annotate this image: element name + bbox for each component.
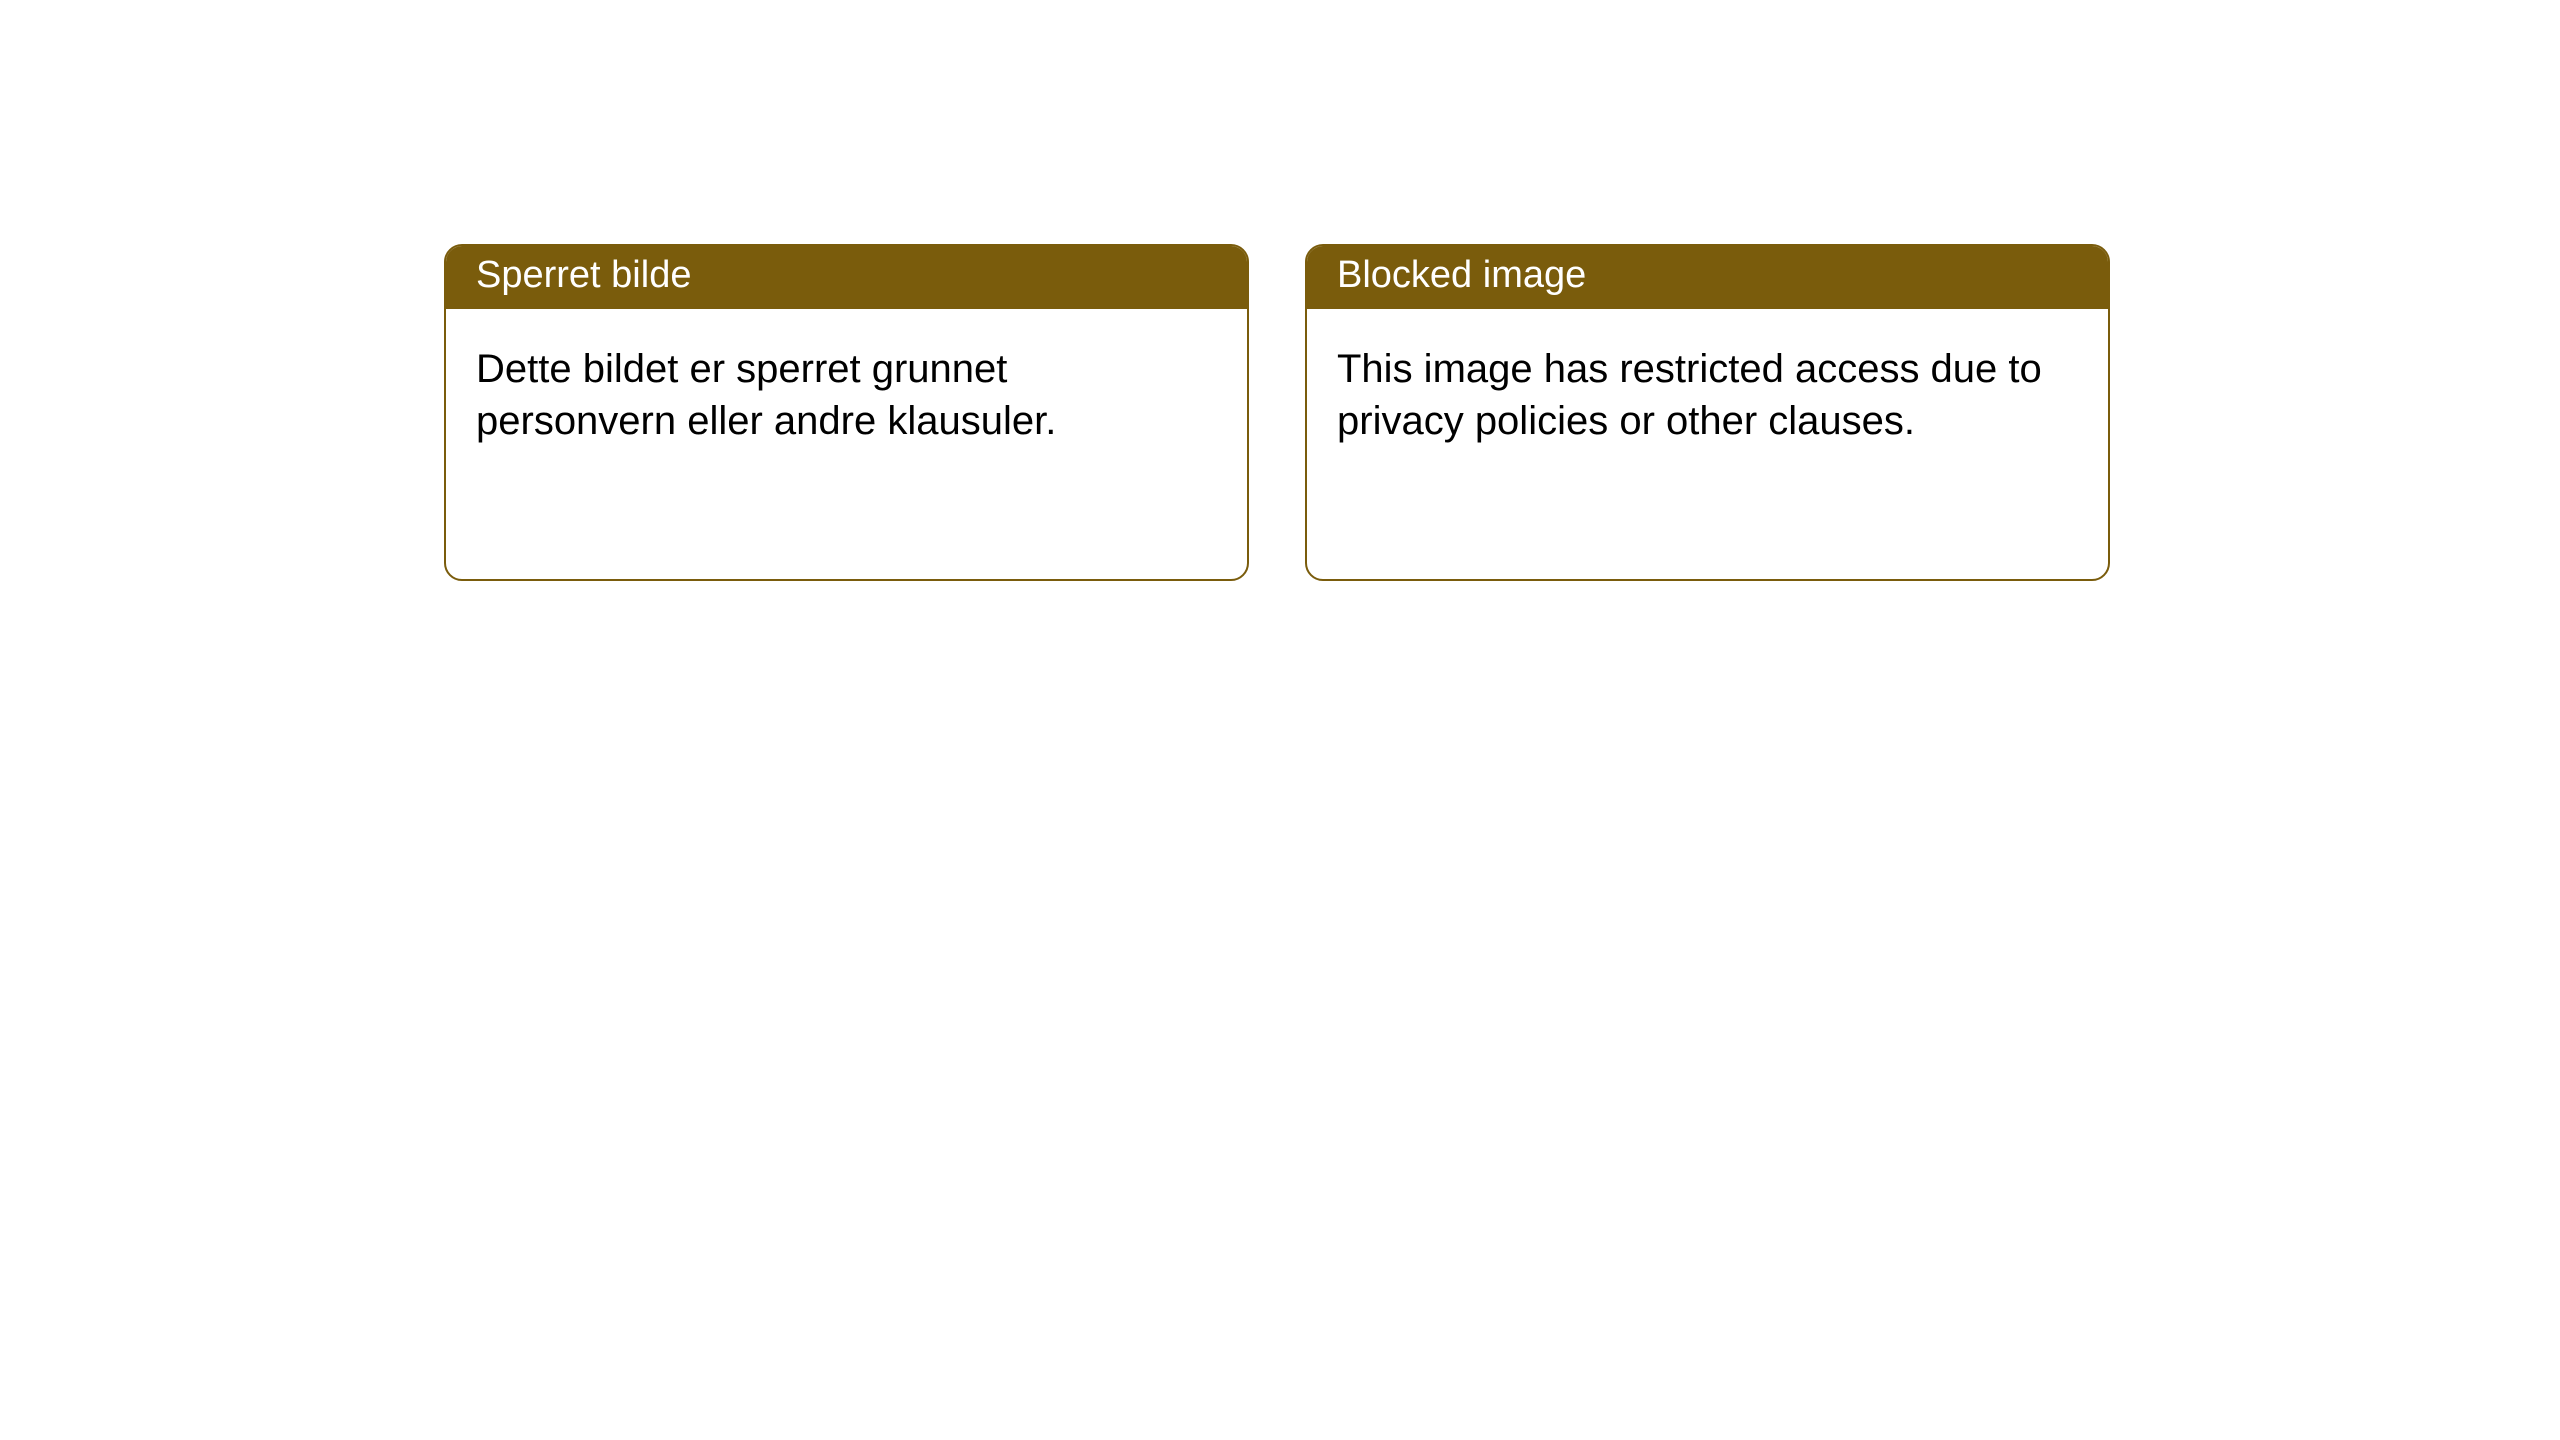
notice-container: Sperret bilde Dette bildet er sperret gr…: [0, 0, 2560, 581]
notice-card-english: Blocked image This image has restricted …: [1305, 244, 2110, 581]
notice-body-english: This image has restricted access due to …: [1307, 309, 2108, 579]
notice-title-norwegian: Sperret bilde: [446, 246, 1247, 309]
notice-body-norwegian: Dette bildet er sperret grunnet personve…: [446, 309, 1247, 579]
notice-title-english: Blocked image: [1307, 246, 2108, 309]
notice-card-norwegian: Sperret bilde Dette bildet er sperret gr…: [444, 244, 1249, 581]
